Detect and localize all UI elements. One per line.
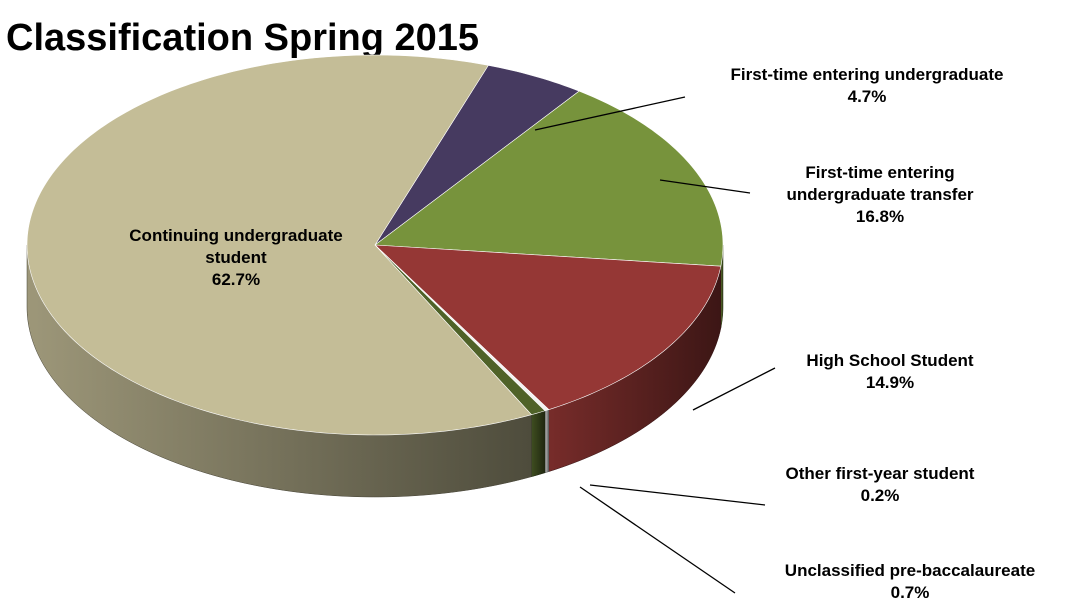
- value-label: 16.8%: [856, 207, 904, 226]
- chart-title: Classification Spring 2015: [6, 17, 479, 59]
- value-label: 0.7%: [891, 583, 930, 602]
- leader-line: [692, 367, 776, 411]
- slice-label: First-time entering undergraduate: [731, 65, 1004, 84]
- label-line: undergraduate transfer: [786, 185, 973, 204]
- slice: [374, 90, 724, 267]
- slice-label: First-time entering undergraduate transfe…: [786, 163, 973, 204]
- value-label: 4.7%: [848, 87, 887, 106]
- slice-side: [531, 410, 546, 478]
- value-label: 62.7%: [212, 270, 260, 289]
- slice: [374, 65, 580, 246]
- label-line: student: [205, 248, 267, 267]
- slice: [374, 244, 722, 410]
- leader-line: [589, 484, 766, 506]
- label-line: Unclassified pre-baccalaureate: [785, 561, 1035, 580]
- leader-line: [579, 486, 736, 594]
- slice-side: [544, 409, 550, 474]
- leader-line: [659, 179, 751, 194]
- slice: [26, 54, 533, 436]
- label-line: First-time entering undergraduate: [731, 65, 1004, 84]
- slice-label: High School Student: [806, 351, 973, 370]
- label-line: High School Student: [806, 351, 973, 370]
- label-line: Other first-year student: [786, 464, 975, 483]
- value-label: 14.9%: [866, 373, 914, 392]
- value-label: 0.2%: [861, 486, 900, 505]
- label-line: First-time entering: [805, 163, 954, 182]
- label-line: Continuing undergraduate: [129, 226, 342, 245]
- slice-label: Continuing undergraduate student: [129, 226, 342, 267]
- leader-line: [534, 96, 686, 131]
- slice-label: Unclassified pre-baccalaureate: [785, 561, 1035, 580]
- slice-label: Other first-year student: [786, 464, 975, 483]
